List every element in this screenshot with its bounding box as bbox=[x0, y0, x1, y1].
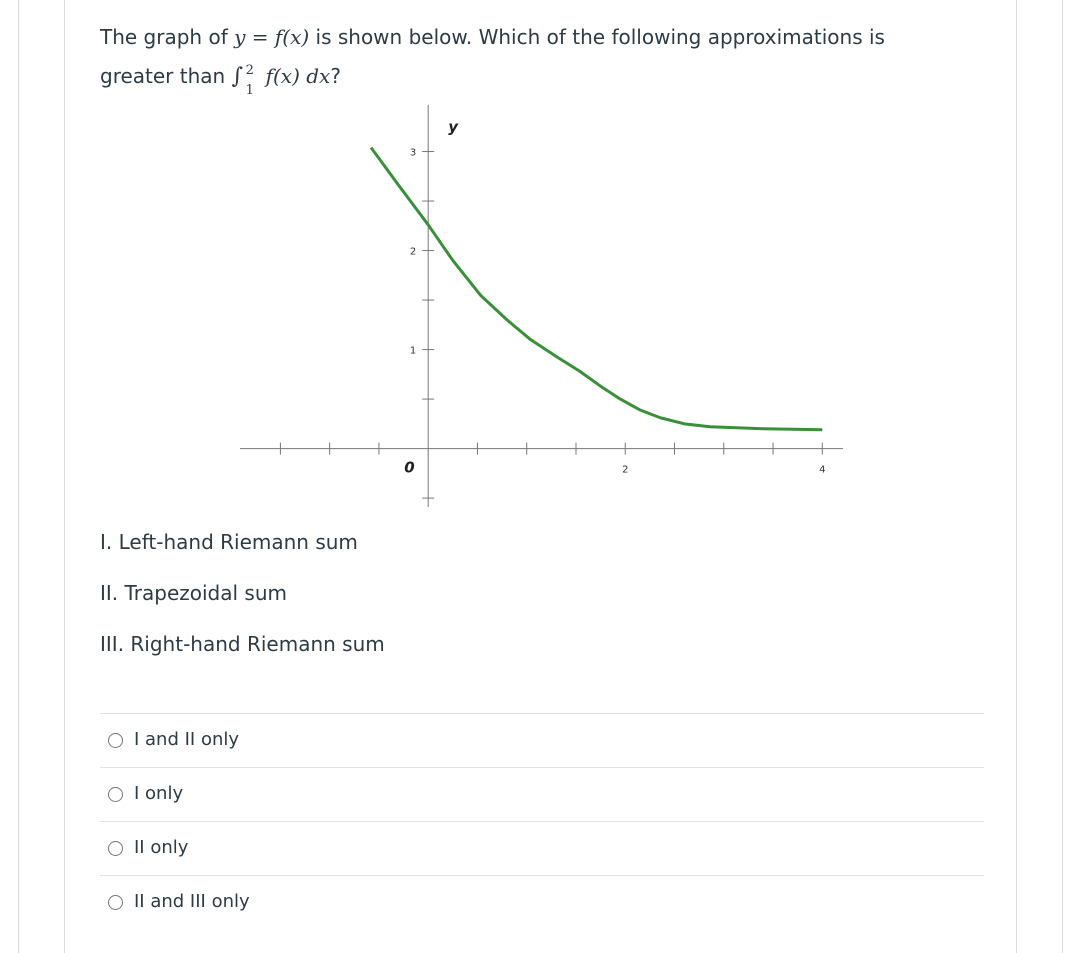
y-tick-label: 2 bbox=[410, 247, 416, 258]
lower-limit: 1 bbox=[245, 83, 254, 98]
border bbox=[1062, 0, 1063, 953]
border bbox=[1016, 0, 1017, 953]
option-label[interactable]: I and II only bbox=[134, 729, 240, 750]
math: f(x) dx bbox=[265, 64, 331, 88]
text: greater than bbox=[100, 64, 226, 88]
statement: I. Left-hand Riemann sum bbox=[100, 530, 358, 554]
option[interactable]: I only bbox=[100, 767, 984, 822]
option-label[interactable]: I only bbox=[134, 783, 184, 804]
statement: III. Right-hand Riemann sum bbox=[100, 632, 385, 656]
curve bbox=[369, 146, 823, 432]
integral: ∫ 2 1 bbox=[231, 57, 266, 98]
option-label[interactable]: II and III only bbox=[134, 891, 250, 912]
option-label[interactable]: II only bbox=[134, 837, 189, 858]
radio-button[interactable] bbox=[108, 787, 123, 802]
text: The graph of bbox=[100, 25, 228, 49]
y-tick-label: 1 bbox=[410, 346, 416, 357]
text: is shown below. Which of the following a… bbox=[315, 25, 885, 49]
option[interactable]: I and II only bbox=[100, 713, 984, 768]
question: The graph of y = f(x) is shown below. Wh… bbox=[100, 18, 980, 98]
y-tick-label: 3 bbox=[410, 148, 416, 159]
option[interactable]: II only bbox=[100, 821, 984, 876]
origin-label: 0 bbox=[404, 459, 414, 477]
radio-button[interactable] bbox=[108, 895, 123, 910]
upper-limit: 2 bbox=[245, 63, 254, 78]
text: ? bbox=[330, 64, 341, 88]
x-tick-label: 2 bbox=[622, 465, 628, 476]
border bbox=[64, 0, 65, 953]
axis-label: y bbox=[448, 118, 459, 136]
border bbox=[18, 0, 19, 953]
radio-button[interactable] bbox=[108, 733, 123, 748]
x-tick-label: 4 bbox=[819, 465, 825, 476]
statement: II. Trapezoidal sum bbox=[100, 581, 288, 605]
math: y = f(x) bbox=[234, 25, 310, 49]
radio-button[interactable] bbox=[108, 841, 123, 856]
graph: 2 4 1 2 3 y 0 bbox=[240, 105, 843, 507]
integral-sign: ∫ bbox=[231, 64, 244, 89]
option[interactable]: II and III only bbox=[100, 875, 984, 930]
